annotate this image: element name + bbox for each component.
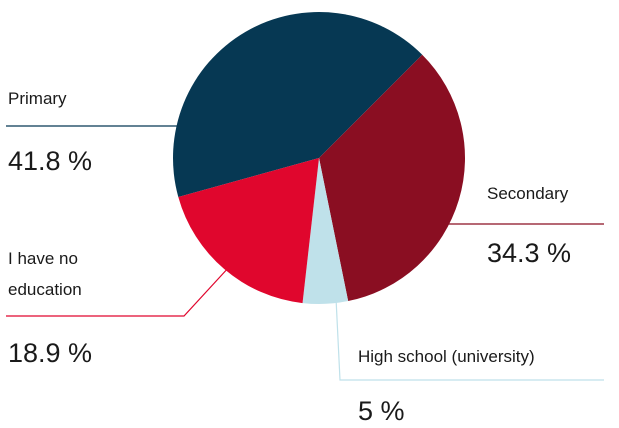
slice-label-high-school-university: High school (university) bbox=[358, 347, 535, 366]
slice-label-i-have-no-education: education bbox=[8, 280, 82, 299]
pie-slices bbox=[173, 12, 465, 304]
slice-value-high-school-university: 5 % bbox=[358, 396, 405, 426]
leader-line-i-have-no-education bbox=[6, 265, 231, 317]
slice-label-primary: Primary bbox=[8, 89, 67, 108]
slice-value-primary: 41.8 % bbox=[8, 146, 92, 176]
pie-slice-i-have-no-education bbox=[178, 158, 319, 304]
slice-label-i-have-no-education: I have no bbox=[8, 249, 78, 268]
leader-line-high-school-university bbox=[335, 297, 604, 381]
pie-slice-primary bbox=[173, 12, 423, 197]
pie-slice-high-school-university bbox=[302, 158, 349, 304]
slice-label-secondary: Secondary bbox=[487, 184, 569, 203]
slice-value-secondary: 34.3 % bbox=[487, 238, 571, 268]
pie-slice-secondary bbox=[319, 54, 465, 302]
slice-value-i-have-no-education: 18.9 % bbox=[8, 338, 92, 368]
pie-labels: Primary 41.8 % Secondary 34.3 % High school … bbox=[6, 89, 604, 426]
